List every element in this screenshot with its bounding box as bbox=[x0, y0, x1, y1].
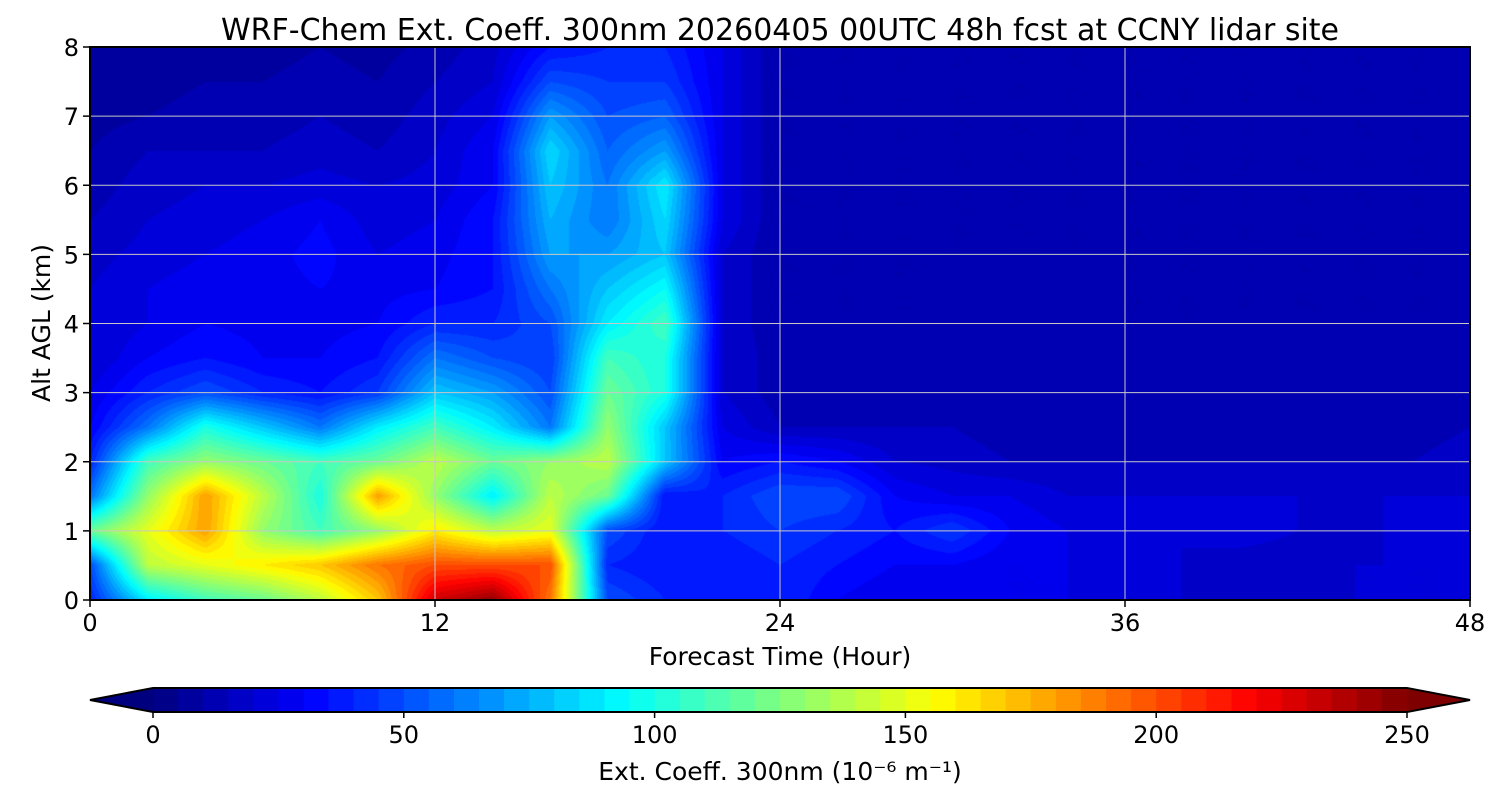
colorbar-tick-label: 50 bbox=[389, 721, 420, 749]
colorbar-swatch bbox=[1331, 688, 1358, 712]
colorbar-swatch bbox=[729, 688, 756, 712]
x-tick-label: 0 bbox=[82, 609, 97, 637]
colorbar-swatch bbox=[754, 688, 781, 712]
colorbar-swatch bbox=[955, 688, 982, 712]
colorbar-swatch bbox=[403, 688, 430, 712]
y-tick-label: 4 bbox=[64, 311, 79, 339]
colorbar-swatch bbox=[980, 688, 1007, 712]
y-tick-label: 8 bbox=[64, 34, 79, 62]
grid-lines bbox=[89, 46, 1471, 601]
colorbar-swatch bbox=[1281, 688, 1308, 712]
colorbar-swatch bbox=[529, 688, 555, 712]
colorbar-swatch bbox=[654, 688, 681, 712]
colorbar-swatch bbox=[1080, 688, 1107, 712]
colorbar-swatch bbox=[1206, 688, 1232, 712]
colorbar-swatch bbox=[905, 688, 931, 712]
colorbar-extend-min bbox=[90, 688, 153, 712]
chart-title: WRF-Chem Ext. Coeff. 300nm 20260405 00UT… bbox=[221, 13, 1339, 48]
colorbar-swatch bbox=[830, 688, 856, 712]
colorbar-swatch bbox=[629, 688, 656, 712]
colorbar-swatch bbox=[278, 688, 304, 712]
colorbar-swatch bbox=[930, 688, 957, 712]
colorbar-swatch bbox=[378, 688, 405, 712]
colorbar-swatch bbox=[805, 688, 831, 712]
colorbar-swatch bbox=[303, 688, 330, 712]
colorbar-label: Ext. Coeff. 300nm (10⁻⁶ m⁻¹) bbox=[598, 757, 961, 786]
x-axis: 0 12 24 36 48 bbox=[82, 600, 1485, 637]
colorbar: 0 50 100 150 200 250 bbox=[89, 687, 1471, 749]
colorbar-swatch bbox=[1306, 688, 1333, 712]
colorbar-swatch bbox=[1181, 688, 1207, 712]
colorbar-swatch bbox=[1030, 688, 1057, 712]
colorbar-swatch bbox=[679, 688, 706, 712]
colorbar-swatch bbox=[1156, 688, 1182, 712]
y-tick-label: 2 bbox=[64, 449, 79, 477]
colorbar-swatch bbox=[554, 688, 580, 712]
colorbar-swatch bbox=[453, 688, 480, 712]
y-tick-label: 3 bbox=[64, 380, 79, 408]
x-tick-label: 24 bbox=[765, 609, 796, 637]
y-tick-label: 7 bbox=[64, 103, 79, 131]
colorbar-swatch bbox=[1356, 688, 1383, 712]
colorbar-swatch bbox=[1256, 688, 1283, 712]
colorbar-swatch bbox=[228, 688, 254, 712]
colorbar-swatch bbox=[328, 688, 355, 712]
colorbar-swatch bbox=[604, 688, 631, 712]
x-axis-label: Forecast Time (Hour) bbox=[649, 642, 912, 671]
y-tick-label: 5 bbox=[64, 241, 79, 269]
colorbar-swatch bbox=[1131, 688, 1157, 712]
y-tick-label: 0 bbox=[64, 587, 79, 615]
colorbar-swatch bbox=[153, 688, 179, 712]
colorbar-swatch bbox=[1005, 688, 1032, 712]
colorbar-swatch bbox=[1231, 688, 1258, 712]
colorbar-tick-label: 100 bbox=[632, 721, 678, 749]
colorbar-swatch bbox=[504, 688, 530, 712]
colorbar-swatch bbox=[855, 688, 881, 712]
colorbar-swatch bbox=[880, 688, 906, 712]
x-tick-label: 36 bbox=[1110, 609, 1141, 637]
y-tick-label: 6 bbox=[64, 172, 79, 200]
colorbar-swatch bbox=[253, 688, 279, 712]
colorbar-tick-label: 0 bbox=[145, 721, 160, 749]
x-tick-label: 12 bbox=[420, 609, 451, 637]
y-tick-label: 1 bbox=[64, 518, 79, 546]
colorbar-swatch bbox=[1381, 688, 1408, 712]
colorbar-swatch bbox=[353, 688, 380, 712]
y-axis: 0 1 2 3 4 5 6 7 8 bbox=[64, 34, 90, 615]
colorbar-swatch bbox=[479, 688, 505, 712]
colorbar-swatch bbox=[178, 688, 204, 712]
colorbar-tick-label: 200 bbox=[1133, 721, 1179, 749]
colorbar-swatch bbox=[704, 688, 731, 712]
colorbar-swatch bbox=[780, 688, 806, 712]
colorbar-swatch bbox=[1106, 688, 1132, 712]
x-tick-label: 48 bbox=[1455, 609, 1486, 637]
colorbar-extend-max bbox=[1407, 688, 1470, 712]
colorbar-swatch bbox=[428, 688, 455, 712]
colorbar-tick-label: 250 bbox=[1384, 721, 1430, 749]
y-axis-label: Alt AGL (km) bbox=[27, 244, 56, 402]
colorbar-swatch bbox=[579, 688, 605, 712]
colorbar-tick-label: 150 bbox=[882, 721, 928, 749]
colorbar-swatch bbox=[1055, 688, 1082, 712]
colorbar-swatch bbox=[203, 688, 229, 712]
